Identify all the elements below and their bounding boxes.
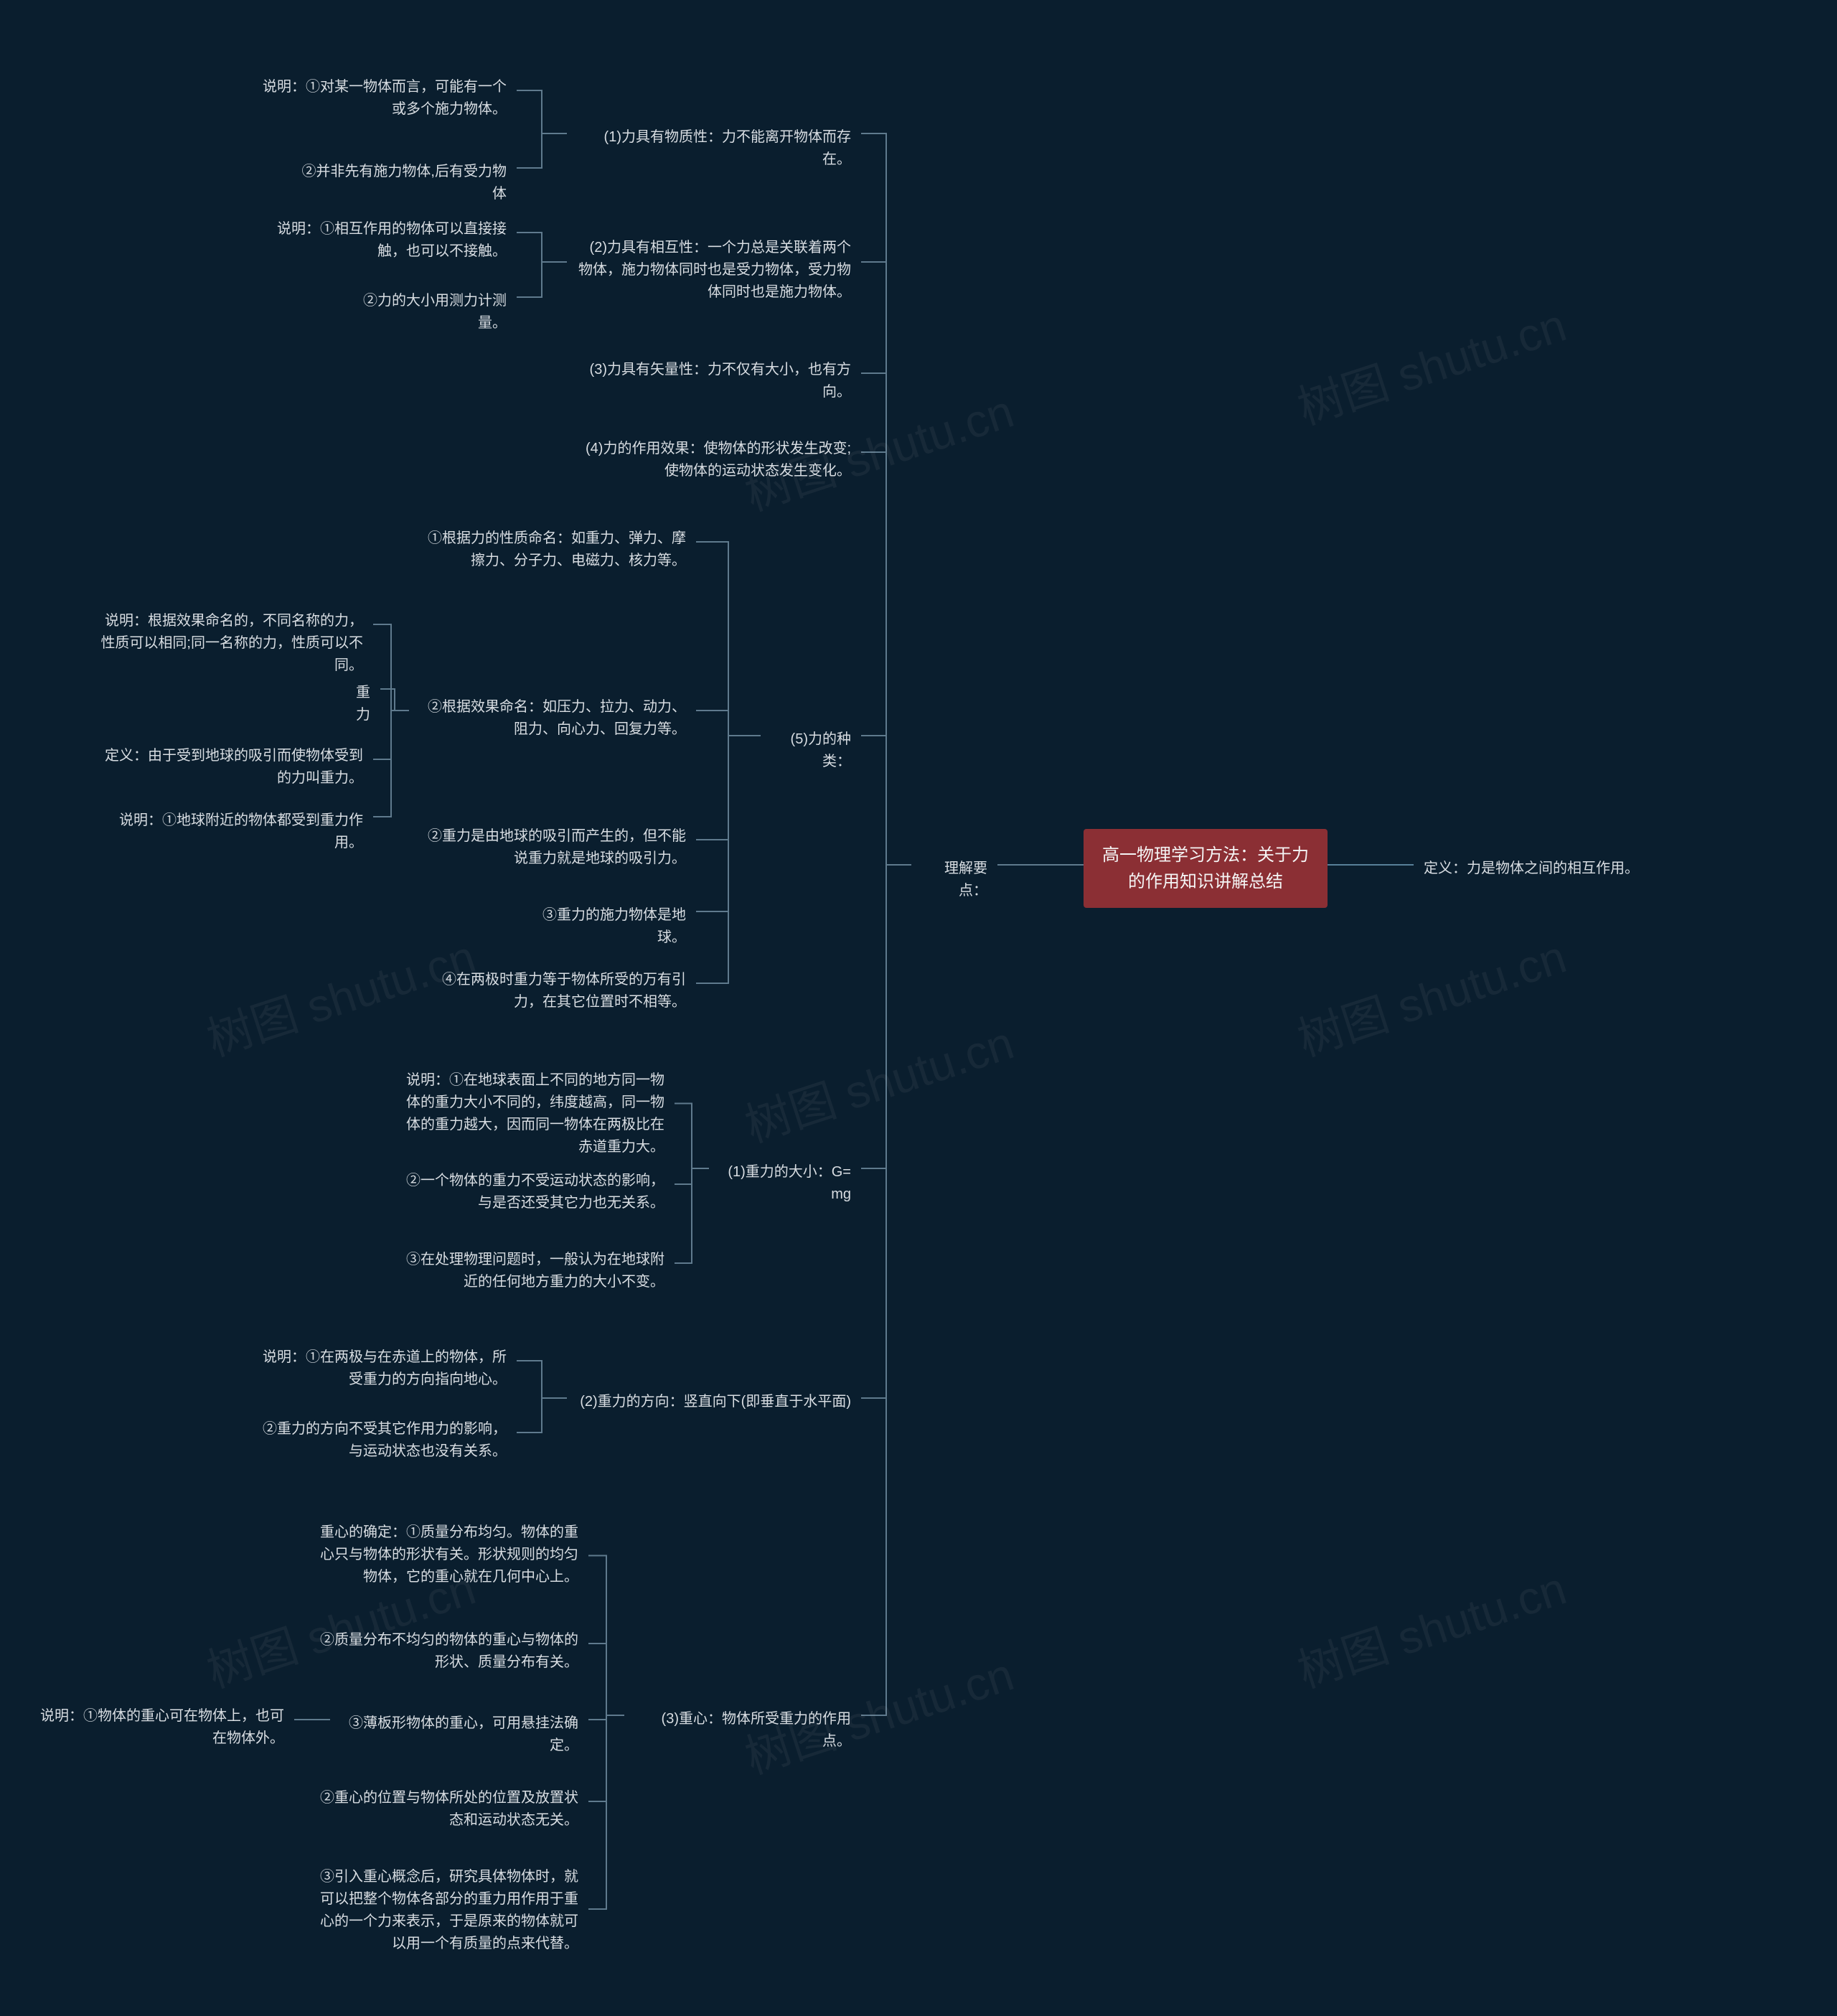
watermark: 树图 shutu.cn <box>1288 289 1573 437</box>
mindmap-connector <box>675 1104 709 1169</box>
mindmap-node-k3: (3)力具有矢量性：力不仅有大小，也有方向。 <box>567 352 861 411</box>
mindmap-node-k1a: 说明：①对某一物体而言，可能有一个或多个施力物体。 <box>244 69 517 128</box>
mindmap-node-k5b2: 重力 <box>337 675 380 733</box>
mindmap-connector <box>861 865 911 1168</box>
mindmap-node-k2b: ②力的大小用测力计测量。 <box>344 283 517 342</box>
mindmap-root-node: 高一物理学习方法：关于力的作用知识讲解总结 <box>1084 829 1328 908</box>
mindmap-node-g3b: ②质量分布不均匀的物体的重心与物体的形状、质量分布有关。 <box>301 1622 588 1681</box>
mindmap-node-k1: (1)力具有物质性：力不能离开物体而存在。 <box>567 119 861 178</box>
watermark: 树图 shutu.cn <box>1288 1552 1573 1700</box>
mindmap-connector <box>517 233 567 262</box>
mindmap-node-k5c: ②重力是由地球的吸引而产生的，但不能说重力就是地球的吸引力。 <box>409 818 696 877</box>
mindmap-node-g1a: 说明：①在地球表面上不同的地方同一物体的重力大小不同的，纬度越高，同一物体的重力… <box>387 1062 675 1166</box>
mindmap-connector <box>696 711 761 736</box>
mindmap-node-g1: (1)重力的大小：G=mg <box>709 1154 861 1213</box>
mindmap-node-k5: (5)力的种类： <box>761 721 861 780</box>
mindmap-canvas: 高一物理学习方法：关于力的作用知识讲解总结 定义：力是物体之间的相互作用。 理解要点… <box>0 0 1837 2016</box>
mindmap-node-k2: (2)力具有相互性：一个力总是关联着两个物体，施力物体同时也是受力物体，受力物体… <box>567 230 861 311</box>
mindmap-connector <box>675 1168 709 1184</box>
mindmap-node-k5b4: 说明：①地球附近的物体都受到重力作用。 <box>100 802 373 861</box>
mindmap-connector <box>517 133 567 168</box>
mindmap-connector <box>861 373 911 865</box>
mindmap-connector <box>517 1398 567 1433</box>
mindmap-connector <box>861 262 911 865</box>
mindmap-connector <box>675 1168 709 1263</box>
mindmap-connector <box>861 736 911 865</box>
mindmap-connector <box>861 865 911 1398</box>
mindmap-node-g2: (2)重力的方向：竖直向下(即垂直于水平面) <box>567 1384 861 1420</box>
mindmap-connector <box>588 1715 624 1909</box>
mindmap-connector <box>517 1361 567 1398</box>
mindmap-connector <box>380 689 409 711</box>
mindmap-node-k2a: 说明：①相互作用的物体可以直接接触，也可以不接触。 <box>244 211 517 270</box>
mindmap-node-g3a: 重心的确定：①质量分布均匀。物体的重心只与物体的形状有关。形状规则的均匀物体，它… <box>301 1514 588 1595</box>
mindmap-node-k5d: ③重力的施力物体是地球。 <box>524 897 696 956</box>
mindmap-connector <box>588 1715 624 1720</box>
mindmap-connector <box>517 90 567 133</box>
mindmap-connector <box>861 865 911 1715</box>
mindmap-node-def: 定义：力是物体之间的相互作用。 <box>1414 850 1650 887</box>
mindmap-node-k5b1: 说明：根据效果命名的，不同名称的力，性质可以相同;同一名称的力，性质可以不同。 <box>86 603 373 684</box>
mindmap-node-g1c: ③在处理物理问题时，一般认为在地球附近的任何地方重力的大小不变。 <box>387 1242 675 1300</box>
mindmap-node-g1b: ②一个物体的重力不受运动状态的影响，与是否还受其它力也无关系。 <box>387 1163 675 1222</box>
mindmap-connector <box>588 1715 624 1801</box>
mindmap-connector <box>861 133 911 865</box>
mindmap-node-g3d: ②重心的位置与物体所处的位置及放置状态和运动状态无关。 <box>301 1780 588 1839</box>
mindmap-node-k5e: ④在两极时重力等于物体所受的万有引力，在其它位置时不相等。 <box>409 962 696 1021</box>
mindmap-node-k1b: ②并非先有施力物体,后有受力物体 <box>287 154 517 212</box>
mindmap-node-k5b: ②根据效果命名：如压力、拉力、动力、阻力、向心力、回复力等。 <box>409 689 696 748</box>
mindmap-connector <box>861 452 911 865</box>
mindmap-node-keypoints: 理解要点： <box>911 850 997 909</box>
mindmap-node-g3c1: 说明：①物体的重心可在物体上，也可在物体外。 <box>22 1698 294 1757</box>
mindmap-node-k5a: ①根据力的性质命名：如重力、弹力、摩擦力、分子力、电磁力、核力等。 <box>409 520 696 579</box>
mindmap-node-g3: (3)重心：物体所受重力的作用点。 <box>624 1701 861 1760</box>
mindmap-node-k5b3: 定义：由于受到地球的吸引而使物体受到的力叫重力。 <box>86 738 373 797</box>
mindmap-connector <box>517 262 567 297</box>
mindmap-connector <box>588 1556 624 1716</box>
mindmap-node-g3e: ③引入重心概念后，研究具体物体时，就可以把整个物体各部分的重力用作用于重心的一个… <box>301 1859 588 1962</box>
watermark: 树图 shutu.cn <box>1288 920 1573 1069</box>
watermark: 树图 shutu.cn <box>736 1006 1020 1155</box>
mindmap-connector <box>696 542 761 736</box>
mindmap-connector <box>696 736 761 840</box>
mindmap-node-g3c: ③薄板形物体的重心，可用悬挂法确定。 <box>330 1705 588 1764</box>
mindmap-connector <box>696 736 761 911</box>
mindmap-connector <box>588 1644 624 1715</box>
mindmap-node-g2a: 说明：①在两极与在赤道上的物体，所受重力的方向指向地心。 <box>244 1339 517 1398</box>
mindmap-connector <box>696 736 761 983</box>
mindmap-node-g2b: ②重力的方向不受其它作用力的影响，与运动状态也没有关系。 <box>244 1411 517 1470</box>
mindmap-node-k4: (4)力的作用效果：使物体的形状发生改变;使物体的运动状态发生变化。 <box>567 431 861 489</box>
